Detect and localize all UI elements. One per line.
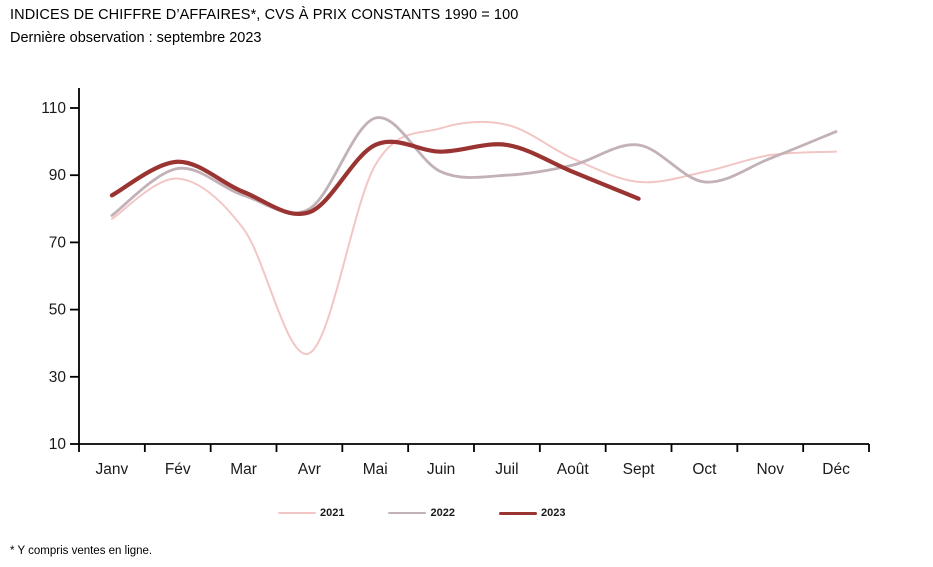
legend-item-2022: 2022 [388, 507, 455, 519]
chart-legend: 2021 2022 2023 [278, 507, 565, 519]
x-axis-label: Juin [427, 461, 455, 478]
x-axis-label: Sept [623, 461, 656, 478]
y-axis-tick-label: 70 [49, 234, 67, 251]
x-axis-label: Mar [230, 461, 257, 478]
legend-label-2022: 2022 [430, 507, 455, 519]
chart-subtitle: Dernière observation : septembre 2023 [10, 30, 262, 46]
line-chart: 110 90 70 50 30 10 Janv Fév Mar Avr Mai Juin Juil Aoû… [41, 88, 870, 478]
series-line-2021 [110, 120, 838, 355]
legend-swatch-2021 [278, 512, 316, 514]
x-axis-label: Août [557, 461, 590, 478]
y-axis-tick-label: 10 [49, 436, 67, 453]
legend-label-2023: 2023 [540, 507, 566, 519]
y-axis-tick-label: 50 [49, 302, 67, 319]
y-axis-tick-label: 110 [41, 100, 66, 117]
x-axis-label: Déc [822, 461, 850, 478]
legend-label-2021: 2021 [320, 507, 345, 519]
legend-swatch-2022 [388, 512, 427, 514]
y-axis-tick-label: 90 [49, 167, 67, 184]
legend-item-2023: 2023 [498, 507, 566, 519]
x-axis-label: Nov [756, 461, 784, 478]
x-axis-label: Oct [692, 461, 717, 478]
legend-swatch-2023 [498, 511, 537, 515]
x-axis-label: Janv [96, 461, 129, 478]
x-axis-label: Avr [298, 461, 321, 478]
series-line-2022 [110, 116, 838, 217]
x-axis-label: Juil [495, 461, 518, 478]
y-axis-tick-label: 30 [49, 369, 67, 386]
legend-item-2021: 2021 [278, 507, 344, 519]
line-chart-canvas: 110 90 70 50 30 10 Janv Fév Mar Avr Mai Juin Juil Aoû… [41, 88, 870, 478]
chart-footnote: * Y compris ventes en ligne. [10, 545, 153, 557]
x-axis-label: Fév [165, 461, 191, 478]
x-axis-label: Mai [363, 461, 388, 478]
chart-title: INDICES DE CHIFFRE D’AFFAIRES*, CVS À PR… [10, 7, 519, 23]
series-line-2023 [109, 139, 641, 216]
